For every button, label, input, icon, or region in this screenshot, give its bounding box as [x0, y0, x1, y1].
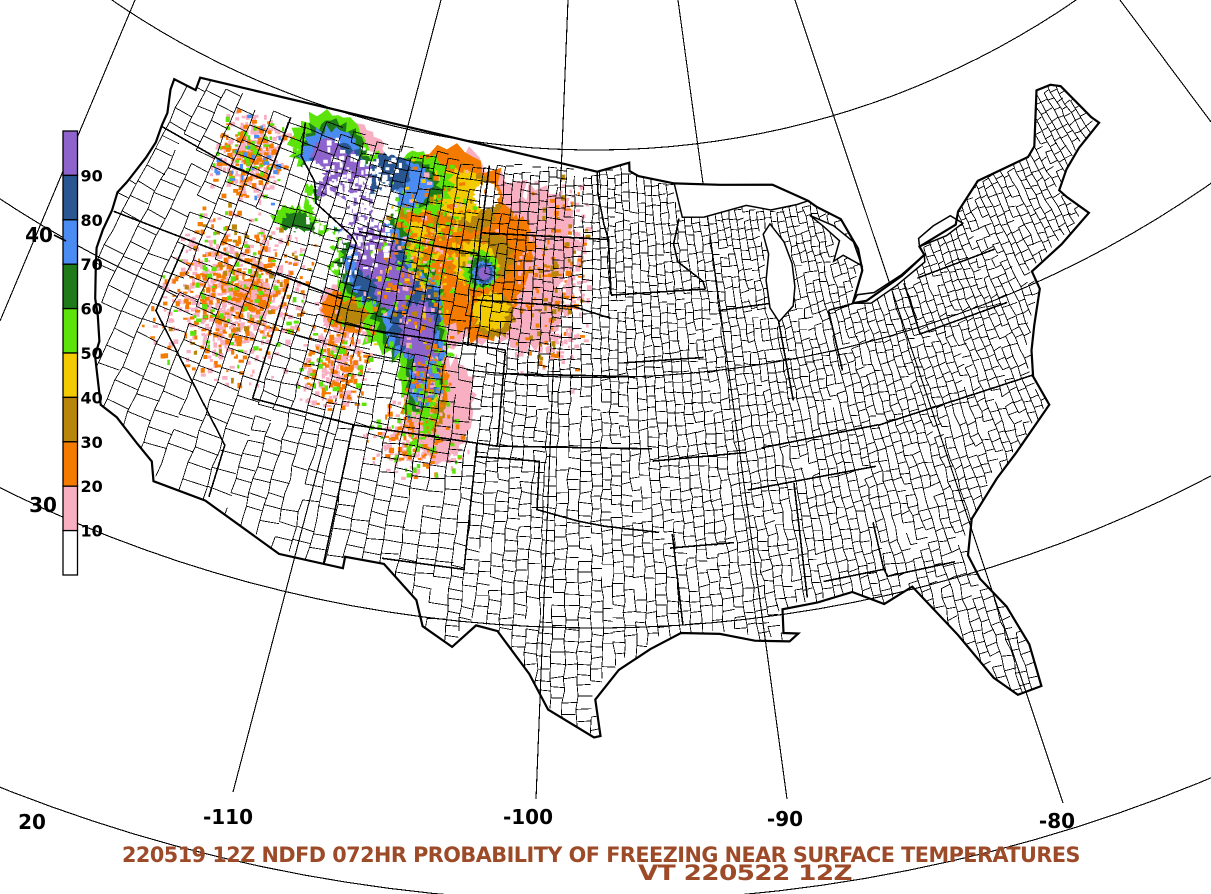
colorbar-label: 30 — [81, 433, 103, 452]
map-labels: 40 30 20 -110 -100 -90 -80 220519 12Z ND… — [18, 223, 1080, 885]
colorbar-label: 90 — [81, 166, 103, 185]
colorbar-segment — [62, 396, 79, 443]
colorbar-label: 60 — [81, 300, 103, 319]
longitude-label--90: -90 — [767, 807, 803, 831]
colorbar-segment — [62, 529, 79, 576]
state-border-lines — [113, 117, 1035, 626]
latitude-label-20: 20 — [18, 810, 46, 834]
lakes-layer — [673, 182, 965, 324]
lake-shape — [673, 182, 811, 218]
colorbar-label: 80 — [81, 211, 103, 230]
speckle-group — [366, 159, 471, 347]
colorbar: 90 80 70 60 50 40 30 20 10 — [62, 130, 103, 576]
colorbar-segment — [62, 307, 79, 354]
probability-blob-layer — [309, 137, 491, 404]
state-boundaries-layer — [113, 117, 1035, 626]
map-title-line1: 220519 12Z NDFD 072HR PROBABILITY OF FRE… — [122, 843, 1080, 867]
longitude-label--110: -110 — [203, 805, 253, 829]
latitude-label-40: 40 — [25, 223, 53, 247]
probability-blob-layer — [396, 167, 512, 424]
latitude-label-30: 30 — [29, 493, 57, 517]
colorbar-segment — [62, 352, 79, 399]
lake-shape — [809, 214, 864, 268]
us-outline — [93, 76, 1101, 739]
colorbar-segment — [62, 485, 79, 532]
lake-shape — [917, 214, 965, 248]
colorbar-segment — [62, 219, 79, 265]
colorbar-label: 20 — [81, 477, 103, 496]
colorbar-segment — [62, 263, 79, 310]
map-title-line2: VT 220522 12Z — [638, 861, 852, 885]
colorbar-label: 40 — [81, 388, 103, 407]
colorbar-segment — [62, 130, 79, 177]
colorbar-segment — [62, 174, 79, 221]
longitude-label--80: -80 — [1039, 809, 1075, 833]
colorbar-label: 50 — [81, 344, 103, 363]
colorbar-segment — [62, 441, 79, 487]
lake-shape — [762, 222, 796, 324]
colorbar-label: 70 — [81, 255, 103, 274]
latitude-tick-40 — [53, 234, 67, 242]
longitude-label--100: -100 — [503, 805, 553, 829]
colorbar-label: 10 — [81, 522, 103, 541]
